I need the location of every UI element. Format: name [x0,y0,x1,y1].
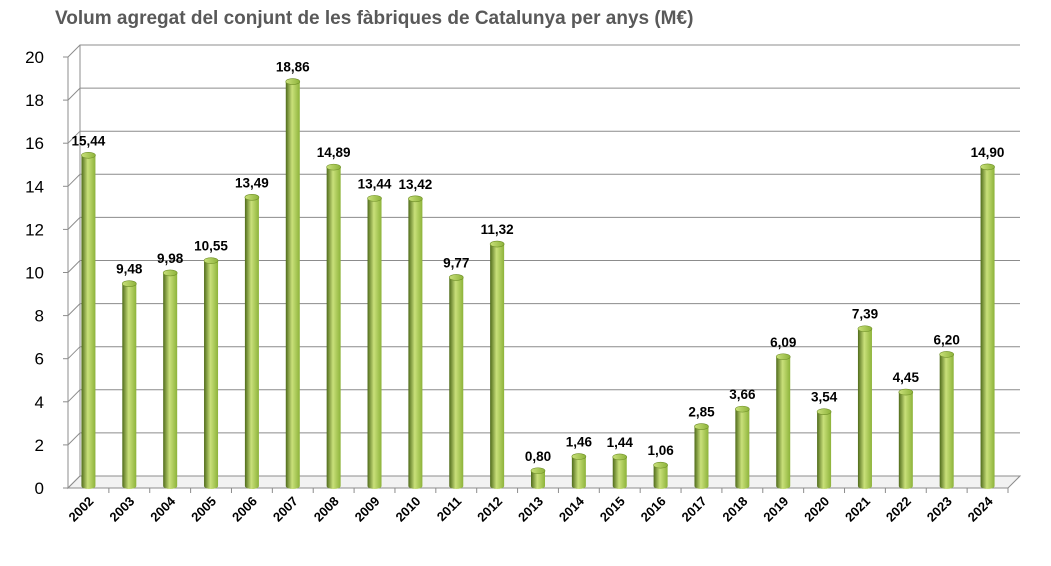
bars [81,78,995,490]
x-tick-label: 2013 [515,494,546,525]
x-tick-label: 2008 [311,494,342,525]
bar [81,151,96,489]
y-tick-label: 20 [25,48,44,67]
y-tick-label: 6 [35,350,44,369]
y-tick-label: 12 [25,220,44,239]
bar [980,163,995,489]
data-label: 1,44 [607,435,634,450]
bar [408,195,423,489]
data-label: 3,66 [729,387,756,402]
x-tick-label: 2019 [760,494,791,525]
y-tick-label: 2 [35,436,44,455]
y-tick-label: 0 [35,479,44,498]
bar [612,453,628,489]
x-tick-label: 2015 [597,494,628,525]
bar [203,257,219,489]
y-tick-label: 10 [25,264,44,283]
data-label: 6,09 [770,335,796,350]
x-tick-label: 2020 [801,494,832,525]
data-label: 13,42 [398,177,432,192]
x-tick-label: 2002 [65,494,96,525]
data-label: 9,48 [116,262,143,277]
data-label: 15,44 [72,133,106,148]
x-tick-label: 2011 [434,494,465,525]
data-label: 6,20 [934,332,960,347]
data-label: 7,39 [852,307,878,322]
x-tick-label: 2018 [719,494,750,525]
x-tick-label: 2007 [270,494,301,525]
x-tick-label: 2014 [556,493,588,525]
y-axis-ticks: 0 2 4 6 8 10 12 14 16 18 20 [25,48,44,498]
data-label: 10,55 [194,239,228,254]
data-label: 13,49 [235,175,269,190]
x-tick-label: 2003 [106,494,137,525]
bar [122,280,137,489]
data-label: 18,86 [276,60,310,75]
x-tick-label: 2004 [147,493,179,525]
x-tick-label: 2016 [638,494,669,525]
data-label: 1,06 [647,443,674,458]
data-label: 14,90 [971,145,1005,160]
chart-title: Volum agregat del conjunt de les fàbriqu… [55,8,694,29]
bar [816,408,832,489]
bar [367,195,382,490]
gridline [67,216,1020,230]
y-tick-label: 18 [25,91,44,110]
gridline [67,173,1020,187]
y-tick-label: 14 [25,177,44,196]
gridline [67,44,1020,58]
bar [326,163,341,490]
y-tick-label: 4 [35,393,44,412]
bar [244,193,260,489]
data-label: 11,32 [481,222,514,237]
x-tick-label: 2009 [352,494,383,525]
data-label: 4,45 [893,370,920,385]
bar [694,423,709,489]
bar [571,453,587,489]
x-tick-label: 2022 [883,494,914,525]
x-tick-label: 2012 [474,494,505,525]
data-label: 14,89 [317,145,351,160]
y-tick-label: 8 [35,307,44,326]
bar [489,240,505,489]
data-label: 2,85 [688,405,715,420]
x-tick-label: 2017 [679,494,710,525]
bar [898,388,914,489]
x-tick-label: 2023 [924,494,955,525]
x-tick-label: 2010 [392,494,423,525]
x-tick-label: 2005 [188,494,219,525]
bar [448,274,464,489]
bar [285,78,301,489]
bar [653,461,668,489]
data-label: 13,44 [358,176,392,191]
x-tick-label: 2006 [229,494,260,525]
bar [775,353,791,489]
bar [857,325,873,489]
gridline [67,130,1020,144]
data-label: 1,46 [566,435,593,450]
bar [162,269,178,489]
data-label: 0,80 [525,449,551,464]
bar [735,405,750,489]
y-tick-label: 16 [25,134,44,153]
data-label: 3,54 [811,390,838,405]
data-label: 9,98 [157,251,184,266]
data-label: 9,77 [443,255,469,270]
bar [530,467,546,489]
x-tick-label: 2021 [842,494,873,525]
gridline [67,87,1020,101]
bar [939,351,954,489]
x-axis-ticks: 2002 2003 2004 2005 2006 2007 2008 2009 2010 2011… [65,493,996,525]
data-labels: 15,44 9,48 9,98 10,55 13,49 18,86 14,89 13,44 13… [72,60,1005,464]
x-tick-label: 2024 [965,493,997,525]
